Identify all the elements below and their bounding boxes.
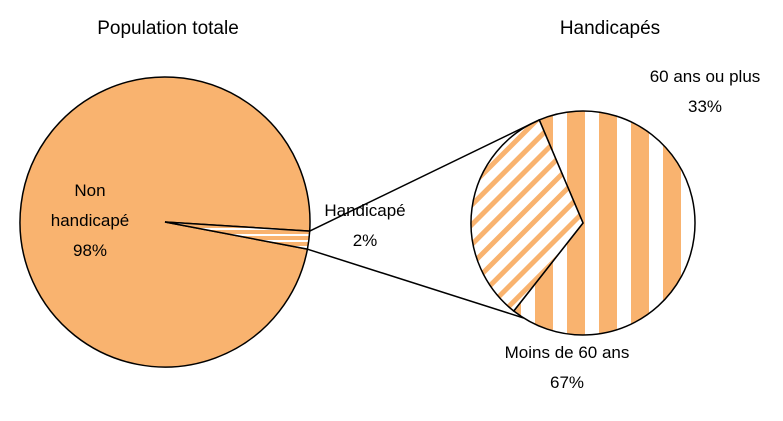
pie-title: Population totale — [97, 18, 239, 39]
slice-label: Moins de 60 ans 67% — [497, 338, 637, 398]
slice-label: 60 ans ou plus 33% — [650, 62, 761, 122]
slice-category: Moins de 60 ans — [504, 343, 630, 362]
pie-slice — [164, 221, 311, 251]
pie-slice — [512, 110, 696, 336]
slice-value: 98% — [72, 241, 108, 260]
pie-slice — [470, 118, 584, 313]
connector-line — [309, 119, 540, 232]
slice-category: 60 ans ou plus — [649, 67, 761, 86]
pie-title: Handicapés — [559, 18, 661, 39]
slice-label: Handicapé 2% — [324, 196, 405, 256]
slice-category: Handicapé — [324, 201, 406, 220]
slice-category: Non handicapé — [50, 181, 130, 230]
connector-line — [307, 248, 524, 319]
slice-value: 67% — [549, 373, 585, 392]
slice-value: 33% — [687, 97, 723, 116]
slice-label: Non handicapé 98% — [35, 176, 145, 266]
slice-value: 2% — [352, 231, 378, 250]
